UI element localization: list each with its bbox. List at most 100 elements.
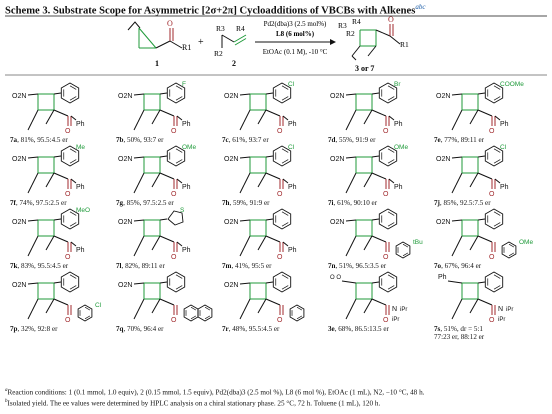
bridge-bond xyxy=(31,298,39,312)
carbonyl-o: O xyxy=(383,317,389,324)
ketone-ph-label: Ph xyxy=(182,121,191,128)
aryl-ring xyxy=(272,82,292,104)
nitro-label: O2N xyxy=(330,219,344,226)
aryl-ring xyxy=(484,271,504,293)
aryl-ring-double-bond xyxy=(387,96,395,101)
nitro-bond xyxy=(27,219,39,222)
carbonyl-o: O xyxy=(171,128,177,135)
aryl-ring-double-bond xyxy=(387,159,395,164)
ketone-bond xyxy=(70,241,77,247)
product-r3: R3 xyxy=(338,21,347,30)
ketone-bond xyxy=(70,115,77,121)
carbonyl-o: O xyxy=(277,317,283,324)
entry-id: 7n xyxy=(328,262,336,270)
entry-id: 3e xyxy=(328,325,335,333)
bridge-bond xyxy=(243,298,251,312)
entry-result: , 55%, 91:9 er xyxy=(335,136,376,144)
aryl-ring-double-bond xyxy=(175,148,183,153)
aryl-ring-double-bond xyxy=(493,211,501,216)
bridge-bond xyxy=(151,172,161,188)
aryl-ring-double-bond xyxy=(175,96,183,101)
aryl-substituent: OMe xyxy=(394,144,408,151)
nitro-bond xyxy=(133,93,145,96)
ketone-aryl-ring-double-bond xyxy=(190,315,197,320)
scheme-title-text: Scheme 3. Substrate Scope for Asymmetric… xyxy=(5,5,416,17)
nitro-bond xyxy=(133,282,145,285)
ketone-bond xyxy=(176,178,183,184)
bridge-bond xyxy=(243,109,251,123)
entry-caption-7c: 7c, 61%, 93:7 er xyxy=(222,136,269,144)
bridge-bond xyxy=(469,298,479,314)
bridge-bond xyxy=(363,298,373,314)
entry-caption-7m: 7m, 41%, 95:5 er xyxy=(222,262,271,270)
entry-caption-7o: 7o, 67%, 96:4 er xyxy=(434,262,481,270)
entry-structure-7a: O O2N Ph xyxy=(12,82,85,135)
entry-caption-7s: 7s, 51%, dr = 5:1 77:23 er, 88:12 er xyxy=(434,325,484,341)
entry-result: , 70%, 96:4 er xyxy=(123,325,164,333)
amide-n: N xyxy=(392,306,397,313)
aryl-ring xyxy=(378,208,398,230)
bridge-bond xyxy=(455,235,463,249)
nitro-bond xyxy=(239,282,251,285)
ketone-aryl-ring-double-bond xyxy=(508,243,515,248)
entry-caption-7l: 7l, 82%, 89:11 er xyxy=(116,262,165,270)
entry-structure-7q: O O2N xyxy=(118,271,213,324)
aryl-ring xyxy=(60,271,80,293)
vinyl-bond xyxy=(451,184,457,194)
ketone-aryl-ring-double-bond xyxy=(190,306,197,311)
entry-7q: O O2N 7q, 70%, 96:4 er xyxy=(116,269,220,333)
nitro-bond xyxy=(345,219,357,222)
carbonyl-o: O xyxy=(383,128,389,135)
ketone-ph-label: Ph xyxy=(76,121,85,128)
nitro-bond xyxy=(27,93,39,96)
entry-7k: O O2N MeO Ph 7k, 83%, 95.5:4.5 er xyxy=(10,206,114,270)
nitro-label: O2N xyxy=(12,282,26,289)
carbonyl-bond xyxy=(265,109,281,117)
entry-result: , 81%, 95.5:4.5 er xyxy=(17,136,68,144)
ketone-bond xyxy=(282,178,289,184)
carbonyl-o: O xyxy=(171,254,177,261)
entry-id: 7j xyxy=(434,199,440,207)
entry-id: 7m xyxy=(222,262,232,270)
nitro-label: O2N xyxy=(12,93,26,100)
bridge-bond xyxy=(363,109,373,125)
carbonyl-o: O xyxy=(489,128,495,135)
arrow-head xyxy=(330,39,336,45)
aryl-ring-double-bond xyxy=(69,148,77,153)
aryl-substituent: Cl xyxy=(288,81,295,88)
carbonyl-bond xyxy=(477,172,493,180)
ketone-ph-label: Ph xyxy=(394,121,403,128)
scheme-title-sup: abc xyxy=(415,3,426,11)
vinyl-bond xyxy=(239,247,245,257)
entry-structure-7n: O O2N tBu xyxy=(330,208,423,261)
carbonyl-o: O xyxy=(383,254,389,261)
entry-7f: O O2N Me Ph 7f, 74%, 97.5:2.5 er xyxy=(10,143,114,207)
aryl-bond xyxy=(477,218,486,221)
carbonyl-bond xyxy=(477,109,493,117)
nitro-bond xyxy=(451,156,463,159)
entry-caption-7e: 7e, 77%, 89:11 er xyxy=(434,136,484,144)
aryl-ring-double-bond xyxy=(175,285,183,290)
ketone-aryl-ring xyxy=(501,241,517,259)
aryl-substituent: Cl xyxy=(288,144,295,151)
aryl-bond xyxy=(159,155,168,158)
entry-id: 7h xyxy=(222,199,230,207)
entry-7m: O O2N Ph 7m, 41%, 95:5 er xyxy=(222,206,326,270)
entry-id: 7a xyxy=(10,136,18,144)
vinyl-bond xyxy=(133,121,139,131)
carbonyl-bond xyxy=(371,172,387,180)
aryl-bond xyxy=(159,92,168,95)
bridge-bond xyxy=(137,298,145,312)
vinyl-bond xyxy=(345,247,351,257)
nitro-bond xyxy=(239,219,251,222)
bridge-bond xyxy=(257,235,267,251)
ketone-aryl-ring-double-bond xyxy=(402,252,409,257)
vinyl-bond xyxy=(27,184,33,194)
entry-caption-7q: 7q, 70%, 96:4 er xyxy=(116,325,164,333)
entry-7a: O O2N Ph 7a, 81%, 95.5:4.5 er xyxy=(10,80,114,144)
entry-id: 7p xyxy=(10,325,18,333)
aryl-substituent: Br xyxy=(394,81,401,88)
entry-result: , 51%, 96.5:3.5 er xyxy=(335,262,387,270)
